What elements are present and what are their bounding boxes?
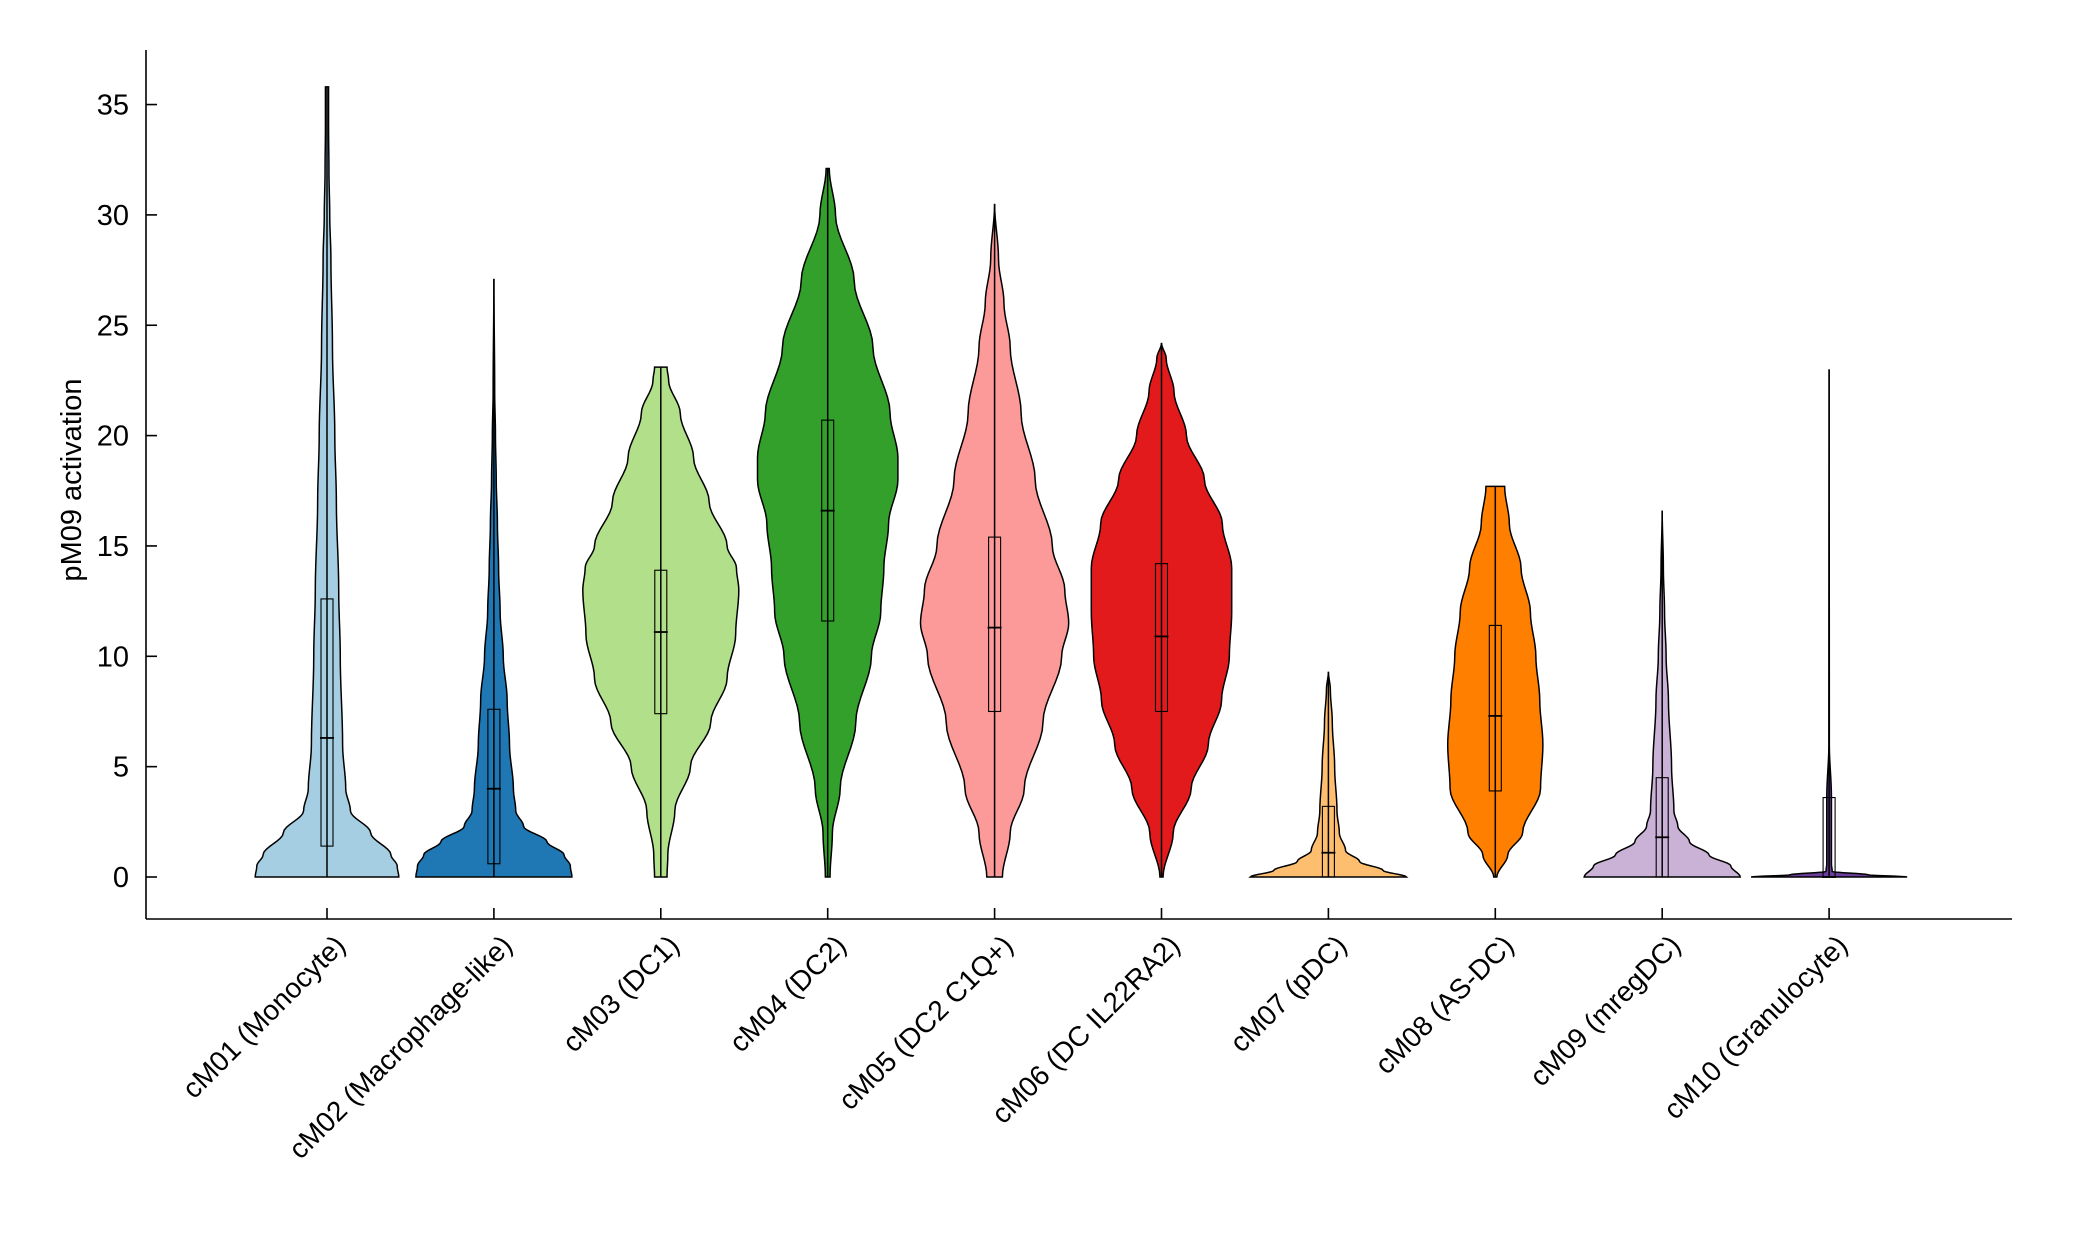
violin-group — [1446, 485, 1544, 878]
violin-group — [1090, 342, 1233, 878]
violin-group — [756, 167, 899, 878]
x-tick-label: cM04 (DC2) — [723, 929, 852, 1058]
x-tick-label: cM08 (AS-DC) — [1369, 929, 1520, 1080]
y-axis: 0 5 10 15 20 25 30 35 — [97, 50, 157, 919]
violin-group — [1248, 671, 1409, 878]
violin-iqr-box — [654, 569, 668, 715]
y-tick-label: 25 — [97, 310, 129, 342]
violin-iqr-box — [320, 598, 334, 847]
x-tick-label: cM07 (pDC) — [1224, 929, 1353, 1058]
violin-group — [1750, 369, 1908, 878]
violin-iqr-box — [1321, 805, 1335, 878]
y-tick-label: 30 — [97, 200, 129, 232]
x-axis: cM01 (Monocyte)cM02 (Macrophage-like) cM0… — [146, 908, 2012, 1165]
violin-group — [415, 278, 573, 878]
violin-group — [582, 366, 740, 878]
y-tick-label: 20 — [97, 421, 129, 453]
x-tick-label: cM05 (DC2 C1Q+) — [832, 929, 1018, 1115]
x-tick-label: cM09 (mregDC) — [1524, 929, 1687, 1092]
violin-group — [254, 86, 400, 878]
violin-iqr-box — [821, 419, 835, 622]
x-tick-label: cM10 (Granulocyte) — [1658, 929, 1854, 1125]
y-tick-label: 5 — [113, 752, 129, 784]
violin-iqr-box — [988, 536, 1002, 713]
x-tick-label: cM03 (DC1) — [556, 929, 685, 1058]
x-tick-label: cM01 (Monocyte) — [176, 929, 351, 1104]
x-tick-label: cM06 (DC IL22RA2) — [986, 929, 1186, 1129]
violin-iqr-box — [1488, 624, 1502, 792]
violin-iqr-box — [1655, 777, 1669, 878]
y-tick-label: 15 — [97, 531, 129, 563]
violin-group — [919, 203, 1070, 878]
y-tick-label: 10 — [97, 641, 129, 673]
y-axis-title: pM09 activation — [56, 378, 88, 581]
violins-layer — [254, 86, 1908, 878]
violin-group — [1583, 510, 1742, 878]
violin-iqr-box — [487, 708, 501, 865]
violin-iqr-box — [1154, 563, 1169, 713]
y-tick-label: 0 — [113, 862, 129, 894]
y-tick-label: 35 — [97, 90, 129, 122]
